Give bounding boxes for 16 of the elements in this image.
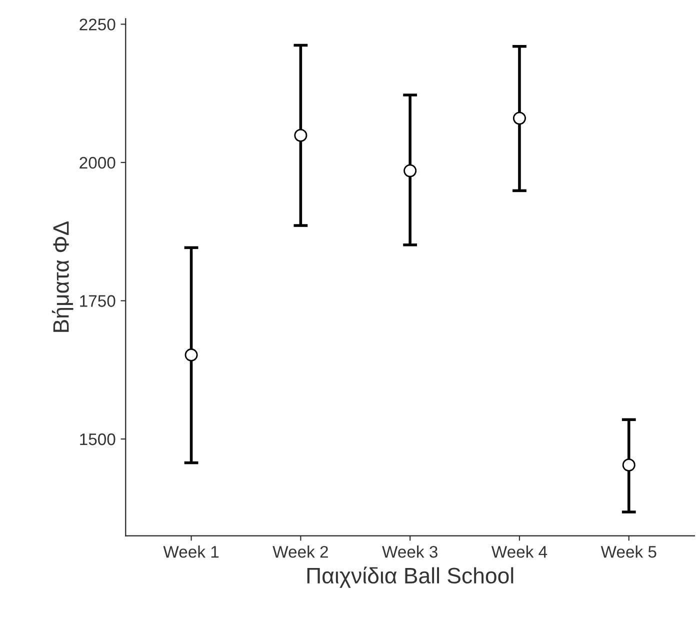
x-tick-label: Week 1	[163, 546, 219, 558]
point	[294, 128, 308, 142]
point	[512, 112, 526, 125]
x-axis-title: Παιχνίδια Ball School	[307, 566, 514, 588]
point	[622, 458, 636, 472]
y-tick-label: 2250	[80, 18, 116, 30]
x-tick-label: Week 3	[382, 546, 438, 558]
y-tick-label: 1750	[80, 295, 116, 307]
x-tick-label: Week 2	[272, 546, 328, 558]
y-axis-title: Βήματα ΦΔ	[52, 221, 74, 332]
y-tick-label: 1500	[80, 433, 116, 446]
y-tick-label: 2000	[80, 156, 116, 169]
x-tick-label: Week 4	[491, 546, 548, 558]
point	[184, 348, 198, 362]
point	[404, 164, 417, 178]
x-tick-label: Week 5	[600, 546, 656, 558]
